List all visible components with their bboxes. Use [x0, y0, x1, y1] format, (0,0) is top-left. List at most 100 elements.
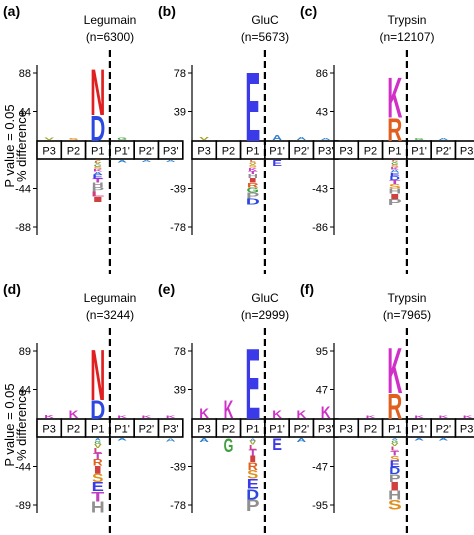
p1-depleted-residue: S — [390, 454, 400, 463]
p1-depleted-residue: E — [92, 480, 104, 495]
y-tick-label: -44 — [15, 462, 31, 474]
p1-depleted-residue: S — [249, 161, 256, 164]
p1-depleted-residue: D — [246, 197, 260, 206]
minor-residue: A — [296, 137, 306, 142]
p1-depleted-residue: V — [94, 443, 102, 449]
position-label: P2 — [222, 424, 235, 436]
p1-residue-e: E — [245, 329, 260, 441]
p1-depleted-residue: E — [390, 172, 400, 177]
position-label: P1' — [269, 146, 285, 158]
panel-title: GluC — [251, 13, 279, 27]
p1-depleted-residue: H — [92, 182, 104, 189]
p1-depleted-residue: L — [392, 160, 398, 162]
minor-residue: A — [141, 160, 151, 163]
p1-depleted-residue: I — [91, 196, 105, 204]
minor-residue: V — [199, 137, 209, 142]
panel-count: (n=12107) — [379, 30, 434, 44]
minor-residue: A — [117, 160, 127, 164]
position-label: P3 — [42, 146, 55, 158]
panel-count: (n=5673) — [241, 30, 289, 44]
y-tick-label: 39 — [174, 107, 186, 119]
p1-depleted-residue: G — [247, 186, 259, 194]
p1-depleted-residue: E — [92, 174, 103, 179]
position-label: P1' — [114, 146, 130, 158]
position-label: P3' — [318, 424, 334, 436]
y-tick-label: 78 — [174, 346, 186, 358]
minor-residue: E — [272, 159, 282, 168]
p1-depleted-residue: S — [95, 160, 101, 162]
p1-depleted-residue: S — [388, 497, 402, 513]
p1-depleted-residue: V — [94, 162, 102, 165]
p1-depleted-residue: P — [91, 186, 104, 193]
minor-residue: A — [166, 160, 176, 163]
minor-residue: A — [296, 437, 306, 443]
y-tick-label: 95 — [316, 346, 328, 358]
position-label: P1' — [269, 424, 285, 436]
minor-residue: V — [44, 137, 54, 141]
p1-depleted-residue: H — [388, 188, 401, 196]
minor-residue: K — [414, 415, 424, 419]
panel-label: (b) — [158, 3, 176, 19]
position-label: P2 — [67, 146, 80, 158]
y-tick-label: -88 — [15, 222, 31, 234]
panel-count: (n=3244) — [86, 308, 134, 322]
p1-depleted-residue: H — [248, 174, 258, 180]
y-tick-label: -47 — [312, 462, 328, 474]
position-label: P1' — [411, 424, 427, 436]
p1-depleted-residue: S — [391, 164, 399, 168]
p1-residue-d: D — [90, 109, 105, 150]
panel-title: GluC — [251, 291, 279, 305]
p1-depleted-residue: L — [249, 444, 257, 451]
panel-title: Trypsin — [388, 13, 427, 27]
y-tick-label: -44 — [15, 184, 31, 196]
position-label: P1 — [388, 146, 401, 158]
position-label: P2 — [222, 146, 235, 158]
minor-residue: G — [224, 435, 234, 457]
p1-depleted-residue: T — [389, 179, 400, 185]
minor-residue: K — [272, 408, 282, 420]
position-label: P2' — [139, 424, 155, 436]
p1-depleted-residue: G — [94, 440, 101, 445]
panel-label: (d) — [3, 281, 21, 297]
y-tick-label: -78 — [170, 500, 186, 512]
position-box — [157, 418, 184, 438]
p1-depleted-residue: K — [248, 167, 257, 172]
p1-depleted-residue: T — [93, 452, 103, 461]
p1-residue-e: E — [245, 54, 260, 163]
position-label: P1' — [411, 146, 427, 158]
panel-label: (f) — [300, 281, 314, 297]
minor-residue: K — [44, 414, 54, 419]
p1-depleted-residue: S — [92, 472, 104, 485]
y-axis-label-line1: P value = 0.05 — [2, 104, 17, 187]
y-tick-label: -43 — [312, 184, 328, 196]
minor-residue: A — [272, 134, 282, 142]
position-label: P1 — [388, 424, 401, 436]
position-label: P3 — [339, 424, 352, 436]
p1-depleted-residue: T — [248, 170, 258, 175]
minor-residue: G — [414, 138, 424, 141]
p1-depleted-residue: K — [390, 166, 399, 170]
panel-label: (a) — [3, 3, 20, 19]
p1-depleted-residue: E — [247, 477, 259, 492]
y-tick-label: 44 — [19, 107, 31, 119]
minor-residue: K — [69, 409, 79, 421]
y-tick-label: 47 — [316, 385, 328, 397]
p1-depleted-residue: V — [391, 442, 399, 447]
p1-depleted-residue: D — [389, 175, 400, 181]
p1-residue-k: K — [387, 335, 402, 408]
p1-depleted-residue: I — [389, 480, 401, 493]
y-tick-label: 39 — [174, 385, 186, 397]
position-label: P2 — [364, 424, 377, 436]
minor-residue: A — [117, 438, 127, 442]
position-label: P2' — [436, 424, 452, 436]
p1-depleted-residue: H — [91, 499, 105, 516]
p1-depleted-residue: L — [94, 161, 101, 163]
y-tick-label: -89 — [15, 500, 31, 512]
p1-depleted-residue: A — [95, 438, 101, 442]
p1-depleted-residue: K — [93, 168, 103, 172]
p1-depleted-residue: E — [390, 460, 400, 470]
minor-residue: K — [438, 415, 448, 419]
p1-depleted-residue: G — [94, 164, 102, 167]
position-label: P3 — [197, 146, 210, 158]
p1-depleted-residue: S — [93, 166, 102, 170]
